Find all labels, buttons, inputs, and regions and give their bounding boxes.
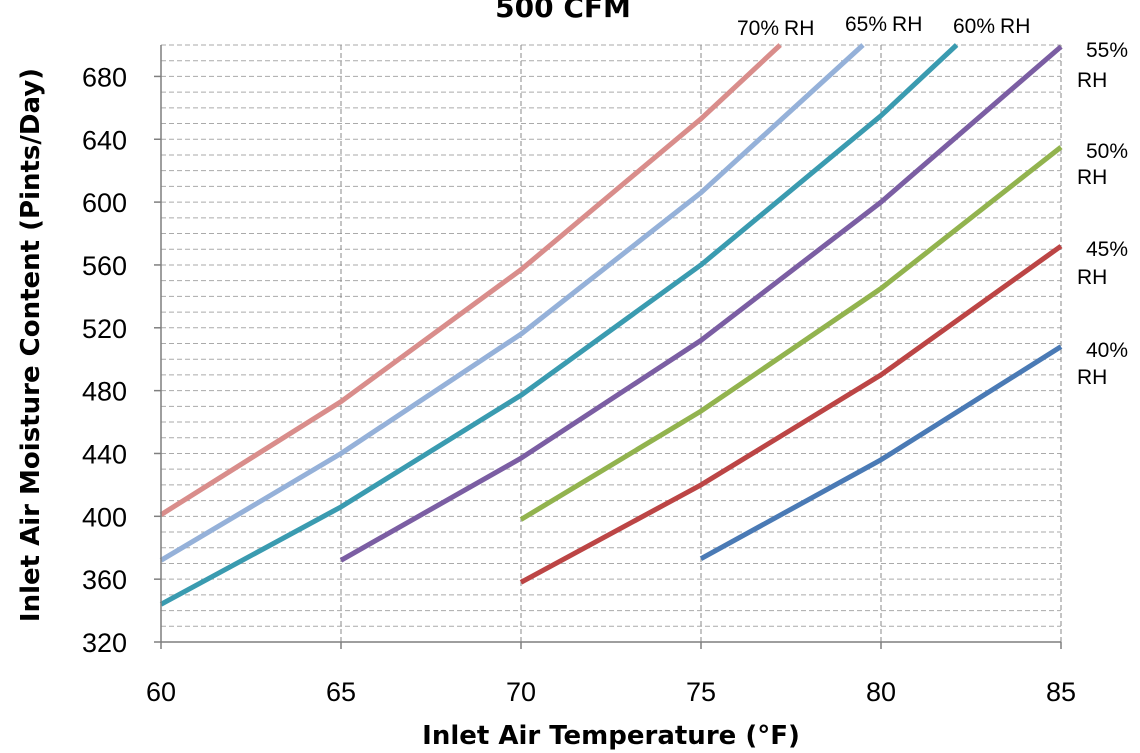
series-label-50-percent: 50%: [1086, 140, 1128, 163]
series-line-40rh: [699, 344, 1063, 561]
series-line-60rh: [159, 43, 959, 607]
series-label-rh: RH: [784, 17, 814, 40]
series-label-percent: 70%: [737, 17, 779, 40]
y-tick-label: 560: [82, 251, 127, 281]
series-label-70rh: 70% RH: [737, 17, 814, 40]
series-label-60rh: 60% RH: [953, 15, 1030, 38]
series-label-55-rh: RH: [1077, 69, 1107, 92]
series-line-55rh: [339, 44, 1063, 563]
chart-title: 500 CFM: [495, 0, 631, 24]
y-tick-label: 600: [82, 188, 127, 218]
x-axis-title: Inlet Air Temperature (°F): [422, 721, 800, 751]
y-tick-label: 400: [82, 502, 127, 532]
series-label-40-percent: 40%: [1086, 339, 1128, 362]
series-label-45-rh: RH: [1077, 266, 1107, 289]
series-label-percent: 60%: [953, 15, 995, 38]
series-label-rh: RH: [1000, 15, 1030, 38]
series-label-55-percent: 55%: [1086, 39, 1128, 62]
x-tick-label: 70: [506, 677, 536, 707]
x-tick-label: 80: [866, 677, 896, 707]
y-tick-label: 320: [82, 628, 127, 658]
series-line-45rh: [519, 244, 1063, 585]
y-tick-label: 440: [82, 439, 127, 469]
axes: 320 360 400 440 480 520 560 600 640 680 60 65 70 75 80…: [82, 45, 1076, 707]
series-label-50-rh: RH: [1077, 166, 1107, 189]
y-tick-label: 680: [82, 62, 127, 92]
series-label-rh: RH: [892, 13, 922, 36]
series-line-65rh: [159, 43, 865, 563]
series-label-40-rh: RH: [1077, 366, 1107, 389]
series-line-70rh: [159, 43, 782, 517]
y-axis-title: Inlet Air Moisture Content (Pints/Day): [16, 68, 46, 622]
grid: [161, 44, 1062, 642]
series-label-percent: 65%: [845, 13, 887, 36]
x-tick-label: 85: [1046, 677, 1076, 707]
series-line-50rh: [519, 145, 1063, 522]
x-tick-label: 75: [686, 677, 716, 707]
series-lines: [159, 43, 1063, 607]
y-tick-label: 520: [82, 314, 127, 344]
y-tick-label: 640: [82, 125, 127, 155]
y-tick-label: 480: [82, 377, 127, 407]
y-tick-label: 360: [82, 565, 127, 595]
series-label-65rh: 65% RH: [845, 13, 922, 36]
x-tick-label: 60: [146, 677, 176, 707]
x-tick-label: 65: [326, 677, 356, 707]
series-label-45-percent: 45%: [1086, 238, 1128, 261]
